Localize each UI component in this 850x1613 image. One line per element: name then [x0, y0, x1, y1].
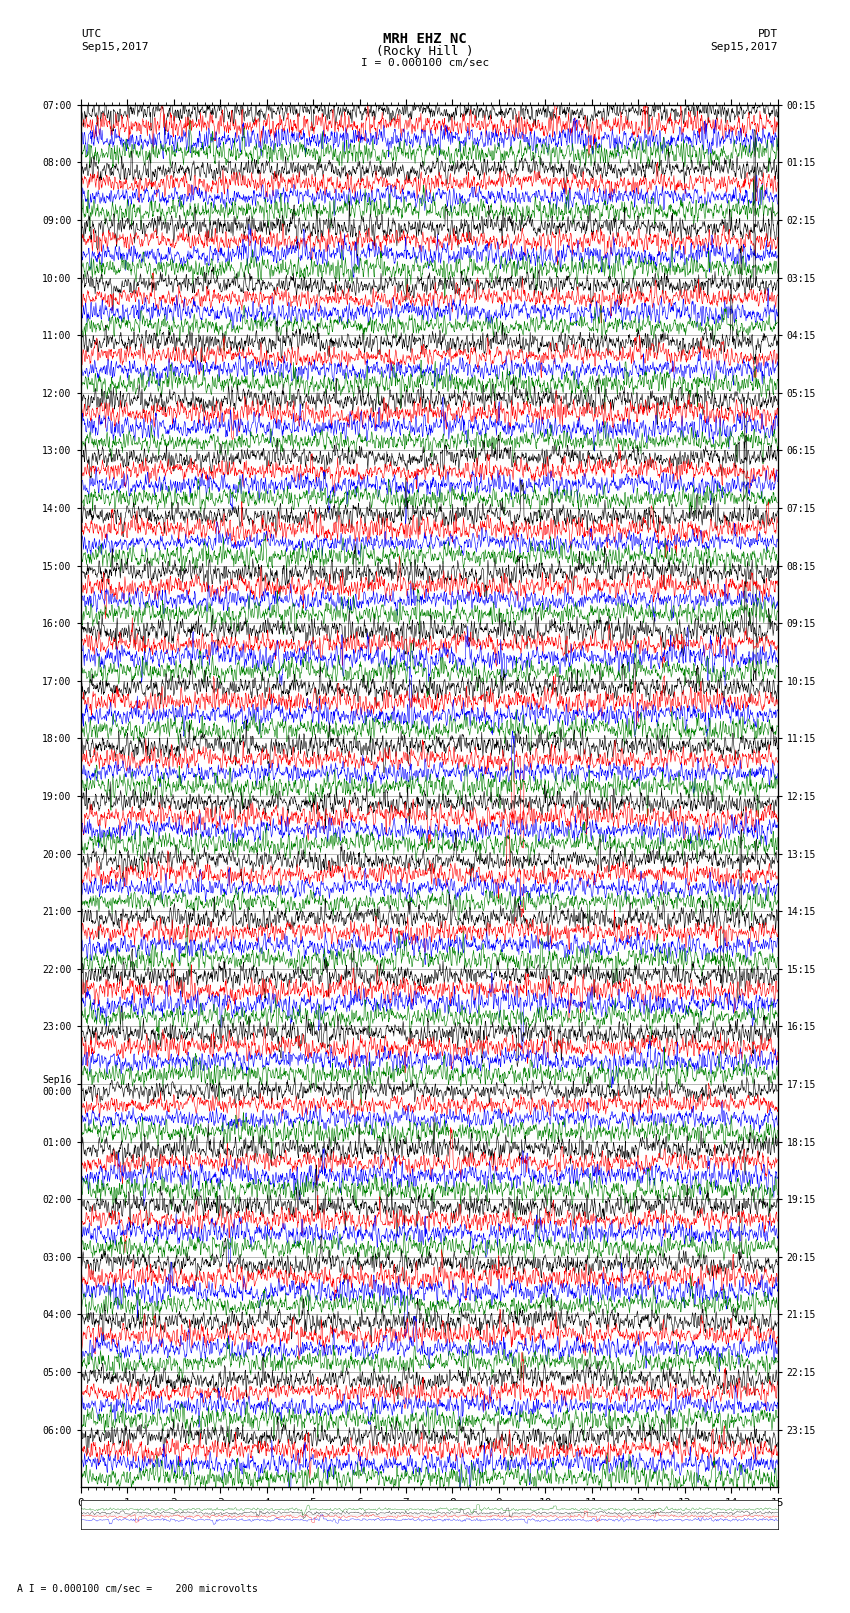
Text: UTC: UTC — [81, 29, 101, 39]
Text: MRH EHZ NC: MRH EHZ NC — [383, 32, 467, 47]
Text: Sep15,2017: Sep15,2017 — [81, 42, 148, 52]
Text: Sep15,2017: Sep15,2017 — [711, 42, 778, 52]
Text: I = 0.000100 cm/sec: I = 0.000100 cm/sec — [361, 58, 489, 68]
Text: A I = 0.000100 cm/sec =    200 microvolts: A I = 0.000100 cm/sec = 200 microvolts — [17, 1584, 258, 1594]
Text: PDT: PDT — [757, 29, 778, 39]
X-axis label: TIME (MINUTES): TIME (MINUTES) — [377, 1511, 482, 1524]
Text: (Rocky Hill ): (Rocky Hill ) — [377, 45, 473, 58]
